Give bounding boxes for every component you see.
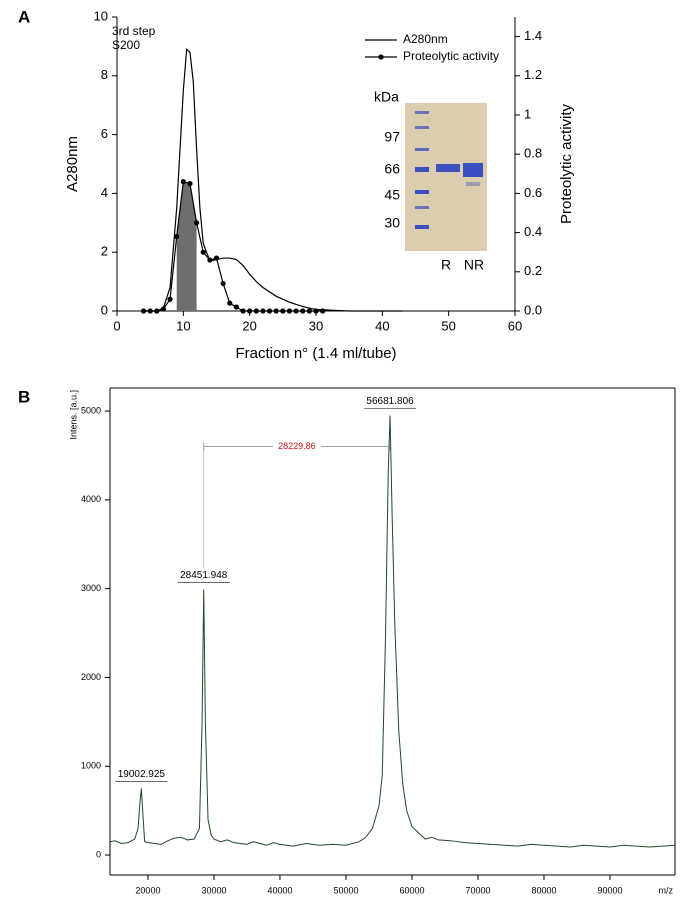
- x-tick-label: 60000: [399, 885, 424, 895]
- x-tick-label: 90000: [597, 885, 622, 895]
- data-line: [109, 415, 676, 848]
- data-point: [253, 308, 259, 314]
- panel-label: B: [18, 387, 30, 406]
- y-tick-label: 4000: [81, 494, 101, 504]
- data-point: [147, 308, 153, 314]
- y-tick-label: 2000: [81, 672, 101, 682]
- y2-tick-label: 1.2: [524, 67, 542, 82]
- highlight-area: [176, 181, 197, 311]
- y-tick-label: 0: [101, 302, 108, 317]
- y-tick-label: 2: [101, 244, 108, 259]
- data-point: [247, 308, 253, 314]
- y2-tick-label: 0.2: [524, 263, 542, 278]
- data-point: [266, 308, 273, 314]
- data-point: [154, 308, 160, 314]
- data-point: [174, 233, 180, 240]
- data-point: [194, 220, 200, 226]
- data-point: [280, 308, 286, 314]
- x-tick-label: 50000: [333, 885, 358, 895]
- data-point: [187, 181, 193, 187]
- y-tick-label: 1000: [81, 761, 101, 771]
- bracket-label-bg: [272, 440, 321, 453]
- x-tick-label: 30: [309, 318, 323, 333]
- annotation: 3rd step: [112, 24, 156, 38]
- peak-label: 28451.948: [180, 570, 228, 581]
- data-point: [293, 308, 299, 314]
- data-point: [286, 308, 293, 314]
- data-line: [143, 180, 323, 312]
- lane-label: NR: [464, 257, 484, 273]
- data-point: [180, 179, 186, 185]
- data-point: [306, 308, 312, 314]
- x-axis-label: Fraction n° (1.4 ml/tube): [235, 345, 396, 362]
- y2-tick-label: 1: [524, 106, 531, 121]
- x-tick-label: 20000: [135, 885, 160, 895]
- y-axis-label: Intens. [a.u.]: [68, 390, 78, 440]
- legend-marker: [378, 54, 384, 60]
- data-point: [233, 304, 239, 310]
- y2-tick-label: 0.4: [524, 224, 542, 239]
- difference-label: 28229.86: [278, 441, 316, 451]
- data-point: [273, 308, 279, 314]
- y2-tick-label: 0.0: [524, 302, 542, 317]
- x-tick-label: 0: [113, 318, 120, 333]
- y2-tick-label: 0.6: [524, 185, 542, 200]
- y-axis-label: A280nm: [64, 136, 81, 192]
- data-point: [207, 257, 213, 263]
- marker-label: 45: [384, 187, 400, 203]
- y-tick-label: 3000: [81, 583, 101, 593]
- data-point: [320, 308, 326, 314]
- marker-label: 97: [384, 129, 400, 145]
- data-point: [213, 255, 220, 261]
- legend-label: A280nm: [403, 32, 448, 46]
- data-point: [167, 296, 173, 302]
- lane-label: R: [441, 257, 451, 273]
- data-point: [200, 249, 206, 255]
- x-tick-label: 70000: [465, 885, 490, 895]
- y2-axis-label: Proteolytic activity: [558, 103, 575, 224]
- marker-label: 30: [384, 215, 400, 231]
- x-axis-label: m/z: [659, 885, 674, 895]
- y-tick-label: 10: [94, 8, 108, 23]
- data-point: [260, 308, 266, 314]
- peak-label: 19002.925: [118, 769, 166, 780]
- x-tick-label: 80000: [531, 885, 556, 895]
- inset-title: kDa: [374, 89, 399, 105]
- y2-tick-label: 1.4: [524, 28, 542, 43]
- x-tick-label: 40000: [267, 885, 292, 895]
- legend-label: Proteolytic activity: [403, 49, 499, 63]
- gel-bands: [415, 111, 483, 229]
- data-point: [313, 308, 319, 314]
- panel-label: A: [18, 7, 30, 26]
- data-point: [220, 280, 226, 287]
- peak-label: 56681.806: [366, 396, 414, 407]
- x-tick-label: 10: [176, 318, 190, 333]
- y-tick-label: 5000: [81, 405, 101, 415]
- annotation: S200: [112, 38, 140, 52]
- data-point: [160, 306, 167, 312]
- x-tick-label: 40: [375, 318, 389, 333]
- y-tick-label: 8: [101, 67, 108, 82]
- data-point: [140, 308, 147, 314]
- y-tick-label: 0: [96, 849, 101, 859]
- y-tick-label: 6: [101, 126, 108, 141]
- gel-inset: kDa 97 66 45 30 R NR: [374, 89, 487, 273]
- x-tick-label: 50: [441, 318, 455, 333]
- data-point: [240, 308, 246, 314]
- marker-label: 66: [384, 161, 400, 177]
- x-tick-label: 30000: [201, 885, 226, 895]
- y2-tick-label: 0.8: [524, 146, 542, 161]
- x-tick-label: 20: [242, 318, 256, 333]
- data-point: [227, 300, 233, 306]
- x-tick-label: 60: [508, 318, 522, 333]
- y-tick-label: 4: [101, 185, 108, 200]
- data-point: [300, 308, 306, 314]
